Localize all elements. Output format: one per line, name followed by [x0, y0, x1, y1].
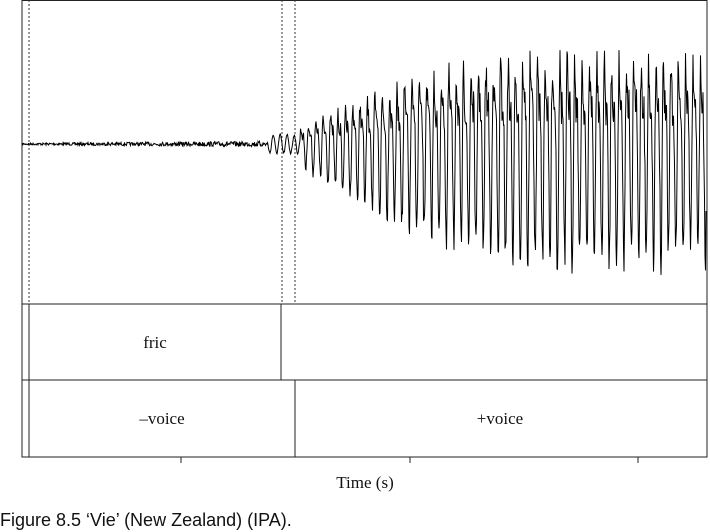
tier-label: +voice	[477, 409, 523, 428]
frame	[21, 0, 708, 458]
waveform	[21, 50, 707, 275]
caption: Figure 8.5 ‘Vie’ (New Zealand) (IPA).	[0, 510, 292, 530]
tier-label: fric	[143, 333, 167, 352]
tier-label: –voice	[138, 409, 184, 428]
x-axis-label: Time (s)	[336, 473, 393, 492]
